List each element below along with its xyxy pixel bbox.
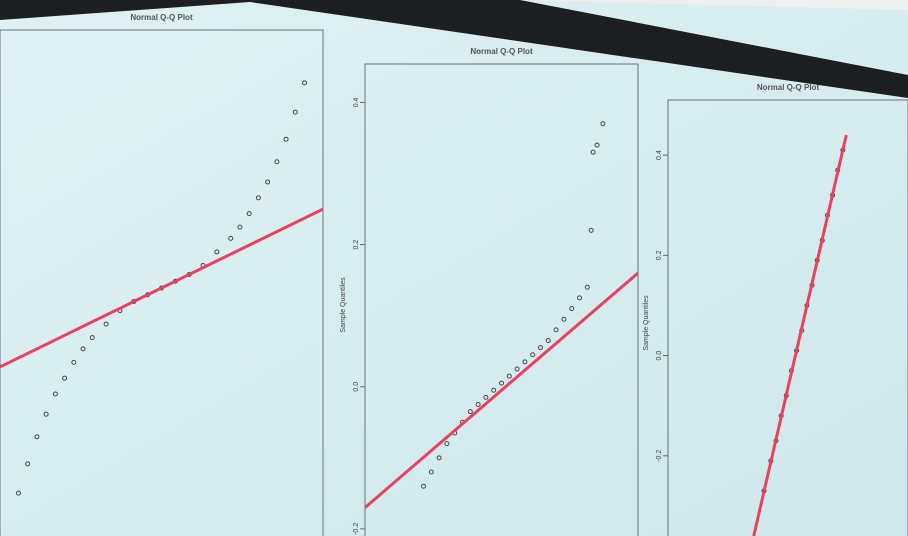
point [475,402,481,408]
plot-area [752,134,848,536]
y-tick-label: 0.2 [353,240,360,250]
point [80,346,86,352]
point [52,391,58,397]
point [506,373,512,379]
plot-frame [667,99,908,536]
point [530,352,536,358]
point [237,224,243,230]
point [255,195,261,201]
reference-line [752,134,848,536]
chart-title: Normal Q-Q Plot [130,13,193,22]
plot-frame [364,63,639,536]
chart: Normal Q-Q Plot Sample Quantiles -0.2 0.0 0.… [643,83,908,536]
point [228,235,234,241]
point [553,327,559,333]
plot-area [0,80,323,496]
point [444,441,450,447]
point [594,142,600,148]
point [483,394,489,400]
point [274,159,280,165]
y-tick-label: 0.2 [656,250,663,260]
point [421,483,426,489]
point [600,121,606,127]
point [561,316,567,322]
y-tick-label: 0.0 [656,351,663,361]
point [538,345,543,351]
plot-area [365,121,638,509]
point [522,359,528,365]
point [514,366,520,372]
chart-title: Normal Q-Q Plot [757,83,820,92]
point [292,109,298,115]
point [62,375,68,381]
point [214,249,220,255]
chart: Normal Q-Q Plot Sample Quantiles -0.2 0.0 0.… [340,47,639,536]
chart: Normal Q-Q Plot [0,13,324,536]
point [467,409,473,415]
y-axis-label: Sample Quantiles [340,277,347,333]
point [588,227,594,233]
point [584,284,590,290]
screen-edge [0,0,908,98]
y-tick-label: -0.2 [656,450,663,462]
point [499,380,504,386]
point [590,149,596,155]
point [428,469,434,475]
point [25,461,31,467]
point [15,490,21,496]
y-tick-label: 0.4 [353,97,360,107]
point [491,387,497,393]
point [436,455,442,461]
point [103,321,109,327]
point [246,211,252,217]
y-tick-label: 0.0 [353,382,360,392]
y-axis-label: Sample Quantiles [643,295,650,351]
point [577,295,582,301]
point [43,411,49,417]
point [545,338,551,344]
point [569,306,575,312]
point [71,359,77,365]
point [283,136,289,142]
reference-line [0,207,323,369]
y-tick-label: 0.4 [656,150,663,160]
point [89,335,95,341]
ceiling [0,0,908,10]
point [34,434,40,440]
y-tick-label: -0.2 [353,523,360,535]
plot-frame [0,29,324,536]
chart-title: Normal Q-Q Plot [470,47,533,56]
point [302,80,308,86]
point [265,179,271,185]
reference-line [365,271,638,509]
